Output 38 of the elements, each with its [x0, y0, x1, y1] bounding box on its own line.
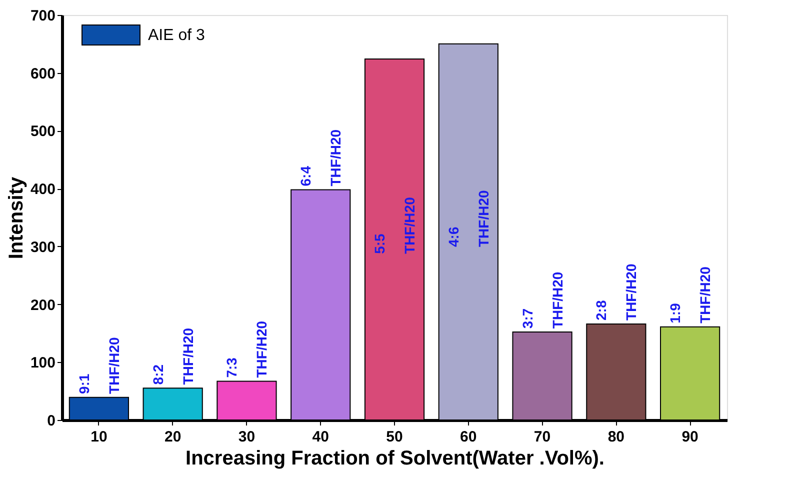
y-axis-title: Intensity — [5, 176, 28, 260]
annotation: THF/H20 — [328, 129, 344, 186]
annotation: THF/H20 — [402, 196, 418, 254]
y-tick-label: 0 — [47, 412, 56, 430]
annotation: 7:3 — [224, 357, 240, 378]
annotation: 9:1 — [76, 374, 92, 394]
annotation: THF/H20 — [106, 336, 122, 394]
x-tick-label: 20 — [164, 428, 182, 446]
annotation: 8:2 — [150, 364, 166, 385]
annotation: THF/H20 — [254, 320, 270, 378]
annotation: THF/H20 — [180, 328, 196, 385]
y-tick-label: 400 — [30, 181, 56, 198]
x-tick-label: 90 — [682, 428, 698, 446]
y-tick-label: 100 — [30, 354, 56, 372]
x-tick-label: 50 — [386, 428, 403, 446]
annotation: 5:5 — [372, 233, 388, 254]
annotation: 1:9 — [667, 302, 684, 324]
annotation: THF/H20 — [697, 266, 714, 324]
x-axis-title: Increasing Fraction of Solvent(Water .Vol%). — [186, 448, 604, 470]
x-tick-label: 70 — [534, 428, 551, 446]
x-tick-label: 10 — [90, 428, 108, 446]
y-tick-label: 700 — [30, 8, 56, 24]
annotation: THF/H20 — [475, 190, 492, 248]
x-tick-label: 60 — [460, 428, 477, 446]
legend-label: AIE of 3 — [148, 27, 206, 44]
y-tick-label: 200 — [30, 296, 56, 314]
annotation: 6:4 — [298, 166, 314, 186]
annotation: 3:7 — [519, 308, 536, 329]
x-tick-label: 80 — [608, 428, 625, 446]
x-tick-label: 30 — [238, 428, 256, 446]
y-tick-label: 600 — [30, 65, 56, 82]
y-tick-label: 300 — [30, 238, 56, 256]
annotation: 4:6 — [445, 226, 462, 248]
annotation: THF/H20 — [623, 263, 640, 320]
annotation: 2:8 — [593, 300, 610, 320]
x-tick-label: 40 — [312, 428, 329, 446]
y-tick-label: 500 — [30, 123, 56, 140]
annotation: THF/H20 — [549, 272, 566, 329]
